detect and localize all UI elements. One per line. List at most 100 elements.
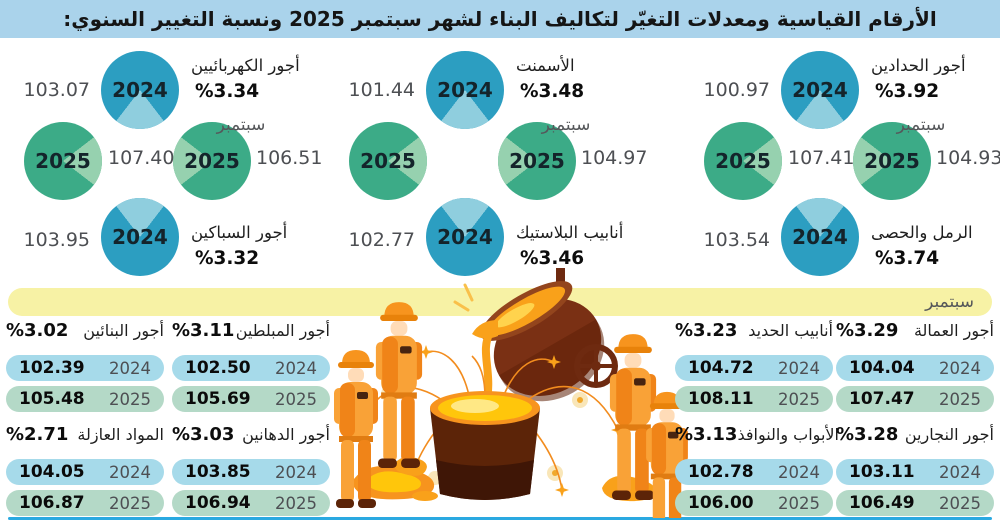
molten-barrel-icon xyxy=(430,391,540,500)
category-name: الأبواب والنوافذ xyxy=(737,425,839,444)
category-name: أنابيب البلاستيك xyxy=(516,223,624,242)
category-percent: %3.48 xyxy=(520,81,585,102)
pill-value: 102.39 xyxy=(19,358,85,378)
pill-value: 104.04 xyxy=(849,358,915,378)
category-label-bottom: أجور السباكين %3.32 xyxy=(191,220,322,272)
index-value: 103.07 xyxy=(23,79,90,101)
category-percent: %3.74 xyxy=(875,248,940,269)
category-label-bottom: أنابيب البلاستيك %3.46 xyxy=(516,220,647,272)
pill-value: 103.85 xyxy=(185,462,251,482)
index-block: %3.02 أجور البنائين 2024 102.39 2025 105… xyxy=(6,320,164,417)
category-name: الأسمنت xyxy=(516,56,575,75)
index-column-labor-carpenters: %3.29 أجور العمالة 2024 104.04 2025 107.… xyxy=(836,320,994,520)
circle-year-label: 2024 xyxy=(792,78,848,102)
index-value: 103.95 xyxy=(23,229,90,251)
circle-year-label: 2025 xyxy=(509,149,565,173)
pill-value: 106.49 xyxy=(849,493,915,513)
ladle-icon xyxy=(453,268,618,413)
year-circle-2025-left: 2025 xyxy=(349,122,427,200)
circle-year-label: 2025 xyxy=(715,149,771,173)
category-label-top: أجور الحدادين %3.92 xyxy=(871,53,1000,105)
pill-value: 104.72 xyxy=(688,358,754,378)
index-pill-2024: 2024 104.72 xyxy=(675,355,833,381)
index-pill-2025: 2025 106.00 xyxy=(675,490,833,516)
index-value: 100.97 xyxy=(703,79,770,101)
index-value: 106.51 xyxy=(256,147,323,169)
index-block-header: %3.03 أجور الدهانين xyxy=(172,424,330,452)
index-value: 107.40 xyxy=(108,147,175,169)
index-pill-2024: 2024 104.04 xyxy=(836,355,994,381)
category-name: أجور السباكين xyxy=(191,223,288,242)
index-block-header: %3.02 أجور البنائين xyxy=(6,320,164,348)
category-name: أنابيب الحديد xyxy=(748,321,833,340)
pill-year: 2025 xyxy=(778,389,820,409)
category-name: أجور العمالة xyxy=(913,321,994,340)
category-name: أجور الكهربائيين xyxy=(191,56,300,75)
category-percent: %3.32 xyxy=(195,248,260,269)
index-block: %3.28 أجور النجارين 2024 103.11 2025 106… xyxy=(836,424,994,520)
category-percent: %3.92 xyxy=(875,81,940,102)
index-block: %3.03 أجور الدهانين 2024 103.85 2025 106… xyxy=(172,424,330,520)
pill-year: 2025 xyxy=(109,493,151,513)
index-pill-2025: 2025 108.11 xyxy=(675,386,833,412)
category-percent: %3.28 xyxy=(836,424,899,445)
year-circle-2024-bottom: 2024 xyxy=(781,198,859,276)
pill-year: 2025 xyxy=(109,389,151,409)
pill-year: 2024 xyxy=(778,462,820,482)
index-block-header: %2.71 المواد العازلة xyxy=(6,424,164,452)
category-name: أجور الحدادين xyxy=(871,56,966,75)
category-percent: %3.46 xyxy=(520,248,585,269)
year-circle-2024-top: 2024 xyxy=(781,51,859,129)
category-percent: %3.34 xyxy=(195,81,260,102)
index-block-header: %3.13 الأبواب والنوافذ xyxy=(675,424,839,452)
construction-pouring-illustration xyxy=(334,268,688,518)
year-circle-2025-right: 2025 xyxy=(498,122,576,200)
year-circle-2024-bottom: 2024 xyxy=(426,198,504,276)
pill-value: 104.05 xyxy=(19,462,85,482)
circle-year-label: 2025 xyxy=(864,149,920,173)
pill-year: 2024 xyxy=(275,462,317,482)
category-label-bottom: الرمل والحصى %3.74 xyxy=(871,220,1000,272)
index-block: %3.11 أجور المبلطين 2024 102.50 2025 105… xyxy=(172,320,330,417)
category-percent: %3.02 xyxy=(6,320,69,341)
index-block: %2.71 المواد العازلة 2024 104.05 2025 10… xyxy=(6,424,164,520)
circle-year-label: 2024 xyxy=(792,225,848,249)
category-percent: %3.13 xyxy=(675,424,738,445)
circle-year-label: 2025 xyxy=(35,149,91,173)
index-block-header: %3.23 أنابيب الحديد xyxy=(675,320,833,348)
index-block-header: %3.29 أجور العمالة xyxy=(836,320,994,348)
category-name: المواد العازلة xyxy=(77,425,164,444)
pill-value: 105.48 xyxy=(19,389,85,409)
circle-year-label: 2024 xyxy=(112,78,168,102)
index-column-builders-insulation: %3.02 أجور البنائين 2024 102.39 2025 105… xyxy=(6,320,164,520)
index-pill-2024: 2024 103.11 xyxy=(836,459,994,485)
category-percent: %3.11 xyxy=(172,320,235,341)
year-circle-2025-right: 2025 xyxy=(173,122,251,200)
pill-year: 2024 xyxy=(109,462,151,482)
pill-value: 106.00 xyxy=(688,493,754,513)
page-title: الأرقام القياسية ومعدلات التغيّر لتكاليف… xyxy=(63,7,937,31)
index-pill-2025: 2025 107.47 xyxy=(836,386,994,412)
pill-year: 2024 xyxy=(109,358,151,378)
index-value: 103.54 xyxy=(703,229,770,251)
title-bar: الأرقام القياسية ومعدلات التغيّر لتكاليف… xyxy=(0,0,1000,38)
pill-value: 106.94 xyxy=(185,493,251,513)
index-block: %3.29 أجور العمالة 2024 104.04 2025 107.… xyxy=(836,320,994,417)
category-percent: %3.29 xyxy=(836,320,899,341)
pill-year: 2025 xyxy=(778,493,820,513)
circle-year-label: 2024 xyxy=(112,225,168,249)
circle-year-label: 2024 xyxy=(437,78,493,102)
index-pill-2024: 2024 103.85 xyxy=(172,459,330,485)
pill-value: 108.11 xyxy=(688,389,754,409)
index-value: 101.44 xyxy=(348,79,415,101)
index-block: %3.23 أنابيب الحديد 2024 104.72 2025 108… xyxy=(675,320,833,417)
index-value: 104.97 xyxy=(581,147,648,169)
index-block-header: %3.11 أجور المبلطين xyxy=(172,320,330,348)
index-value: 104.93 xyxy=(936,147,1000,169)
index-column-ironpipes-doors: %3.23 أنابيب الحديد 2024 104.72 2025 108… xyxy=(675,320,839,520)
index-pill-2024: 2024 104.05 xyxy=(6,459,164,485)
index-pill-2025: 2025 106.87 xyxy=(6,490,164,516)
year-circle-2024-top: 2024 xyxy=(426,51,504,129)
pill-value: 107.47 xyxy=(849,389,915,409)
